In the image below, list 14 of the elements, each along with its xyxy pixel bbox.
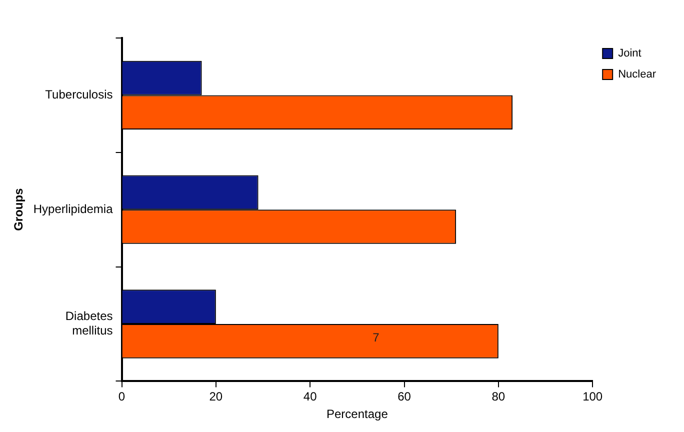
legend-label: Nuclear	[618, 68, 656, 81]
x-tick-label: 0	[118, 390, 126, 404]
y-tick-label: Hyperlipidemia	[33, 202, 114, 216]
legend-label: Joint	[618, 48, 642, 60]
y-tick-label: Tuberculosis	[45, 88, 113, 102]
x-tick-label: 60	[398, 390, 412, 404]
annotation: 7	[372, 330, 380, 344]
x-tick-label: 80	[492, 390, 506, 404]
x-axis-title: Percentage	[326, 407, 388, 422]
x-tick-label: 40	[303, 390, 318, 404]
y-axis-title: Groups	[12, 188, 26, 231]
y-tick-label: Diabetes mellitus	[65, 309, 113, 338]
x-tick-label: 100	[582, 390, 603, 404]
x-tick-label: 20	[209, 390, 223, 404]
